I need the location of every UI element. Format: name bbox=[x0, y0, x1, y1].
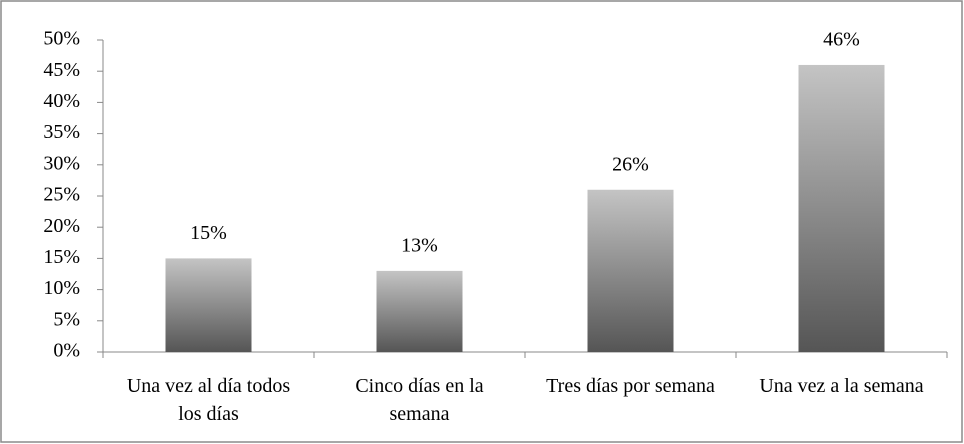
x-tick-label: Una vez al día todos los días bbox=[126, 375, 291, 425]
bar bbox=[376, 270, 463, 352]
bar bbox=[587, 189, 674, 352]
bar bbox=[165, 258, 252, 352]
x-tick-label: Tres días por semana bbox=[546, 375, 715, 397]
y-tick-label: 40% bbox=[43, 90, 80, 112]
y-tick-label: 25% bbox=[43, 184, 80, 206]
y-tick-label: 15% bbox=[43, 246, 80, 268]
y-tick-label: 0% bbox=[53, 340, 80, 362]
y-tick-label: 10% bbox=[43, 277, 80, 299]
y-tick-label: 50% bbox=[43, 28, 80, 50]
y-tick-label: 30% bbox=[43, 152, 80, 174]
y-tick-label: 20% bbox=[43, 215, 80, 237]
x-tick-label: Una vez a la semana bbox=[759, 375, 924, 397]
data-label: 15% bbox=[190, 222, 227, 244]
data-label: 46% bbox=[823, 29, 860, 51]
data-label: 13% bbox=[401, 234, 438, 256]
y-tick-label: 5% bbox=[53, 308, 80, 330]
x-tick-label: Cinco días en la semana bbox=[355, 375, 484, 425]
bar bbox=[798, 64, 885, 353]
data-label: 26% bbox=[612, 153, 649, 175]
y-tick-label: 45% bbox=[43, 59, 80, 81]
y-tick-label: 35% bbox=[43, 121, 80, 143]
